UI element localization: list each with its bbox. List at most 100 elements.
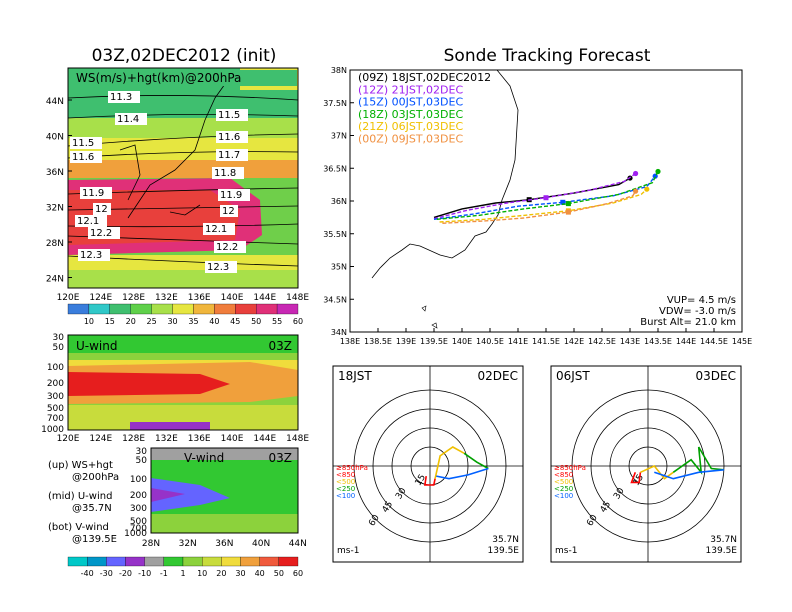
hodo-legend: <500 — [336, 478, 355, 486]
track-y-label: 37.5N — [323, 99, 347, 108]
wind-colorbar-swatch — [240, 556, 260, 567]
hodo-time: 06JST — [556, 369, 590, 383]
track-x-label: 142E — [564, 337, 584, 346]
contour-label-bg — [216, 149, 248, 161]
u-p-label: 300 — [47, 392, 64, 402]
ws-colorbar-label: 20 — [126, 317, 136, 326]
hodo-ring — [353, 389, 507, 543]
contour-label-bg — [70, 137, 102, 149]
hodo-units: ms-1 — [337, 546, 359, 556]
track-y-label: 36.5N — [323, 164, 347, 173]
ws-colorbar-label: 10 — [84, 317, 94, 326]
contour-label-bg — [70, 151, 102, 163]
contour-label: 12.1 — [205, 224, 227, 235]
contour-label: 12 — [95, 204, 108, 215]
contour-label-bg — [214, 241, 246, 253]
wind-colorbar-label: -20 — [119, 569, 132, 578]
track-legend-entry: (00Z) 09JST,03DEC — [358, 133, 463, 146]
contour-label: 12.2 — [216, 242, 238, 253]
track-annotation-line: Burst Alt= 21.0 km — [640, 317, 736, 328]
wind-colorbar-label: 60 — [293, 569, 303, 578]
ws-colorbar-label: 55 — [272, 317, 282, 326]
v-lat-label: 32N — [179, 539, 197, 549]
track-series — [433, 168, 661, 224]
u-frame — [67, 334, 299, 431]
note-line: (bot) V-wind — [48, 522, 109, 533]
hodo-legend: <850 — [554, 471, 573, 479]
contour-label: 11.7 — [218, 150, 240, 161]
ws-colorbar-swatch — [88, 303, 110, 315]
u-p-label: 100 — [47, 363, 64, 373]
v-band-low — [151, 514, 298, 533]
hodo-legend: ≥850hPa — [336, 464, 368, 472]
u-band-top — [68, 335, 298, 353]
contour-label: 12.3 — [207, 262, 229, 273]
contour-label: 11.5 — [218, 110, 240, 121]
hodo-segment — [423, 475, 436, 486]
hodo-lon: 139.5E — [488, 546, 520, 556]
hodo-date: 02DEC — [478, 369, 518, 383]
panel-notes: (up) WS+hgt@200hPa (mid) U-wind@35.7N (bot… — [48, 460, 119, 545]
u-lon-label: 124E — [89, 434, 112, 444]
track-y-label: 36N — [331, 197, 347, 206]
v-band-neg — [151, 478, 230, 512]
note-line: (up) WS+hgt — [48, 460, 113, 471]
track-legend-entry: (12Z) 21JST,02DEC — [358, 83, 463, 96]
hodo-legend: ≥850hPa — [554, 464, 586, 472]
contour-label-bg — [216, 131, 248, 143]
track-legend-entry: (09Z) 18JST,02DEC2012 — [358, 71, 491, 84]
wind-colorbar-label: 40 — [255, 569, 265, 578]
contour-label-bg — [88, 227, 120, 239]
track-y-label: 35.5N — [323, 230, 347, 239]
u-label: U-wind — [76, 339, 117, 353]
track-x-label: 144.5E — [700, 337, 728, 346]
hodo-legend: <500 — [554, 478, 573, 486]
contour-label: 11.8 — [214, 168, 236, 179]
hodo-segment — [672, 446, 725, 475]
ws-colorbar-label: 50 — [251, 317, 261, 326]
ws-colorbar-swatch — [276, 303, 299, 315]
wind-colorbar-swatch — [87, 556, 107, 567]
contour-label-bg — [205, 261, 237, 273]
contour-label: 11.5 — [72, 138, 94, 149]
hodo-legend: <100 — [336, 492, 355, 500]
track-y-label: 34N — [331, 328, 347, 337]
v-lat-label: 44N — [289, 539, 307, 549]
track-x-label: 143E — [620, 337, 640, 346]
track-x-label: 141E — [508, 337, 528, 346]
left-title: 03Z,02DEC2012 (init) — [92, 46, 277, 66]
wind-colorbar-swatch — [144, 556, 164, 567]
v-p-label: 30 — [136, 447, 148, 457]
track-marker — [560, 199, 566, 205]
v-time: 03Z — [269, 451, 293, 465]
contour-label: 11.4 — [117, 114, 139, 125]
v-lat-label: 40N — [252, 539, 270, 549]
track-y-label: 35N — [331, 263, 347, 272]
track-y-label: 38N — [331, 66, 347, 75]
wind-colorbar-swatch — [125, 556, 145, 567]
contour-label: 12 — [222, 206, 235, 217]
hodo-ring — [609, 427, 687, 505]
ws-label: WS(m/s)+hgt(km)@200hPa — [76, 71, 241, 85]
track-x-label: 143.5E — [644, 337, 672, 346]
v-band-core — [151, 488, 185, 502]
hodo-lat: 35.7N — [492, 535, 519, 545]
hodo-legend: <100 — [554, 492, 573, 500]
hodo-legend: <850 — [336, 471, 355, 479]
wind-colorbar-label: 50 — [274, 569, 284, 578]
ws-colorbar-swatch — [67, 303, 90, 315]
wind-colorbar-label: 10 — [197, 569, 207, 578]
ws-panel: WS(m/s)+hgt(km)@200hPa 44N 40N 36N 32N 28N 24… — [46, 67, 309, 326]
track-x-ticks: 138E 138.5E 139E 139.5E 140E 140.5E 141E 141.5E… — [340, 328, 752, 346]
hodo-legend: <250 — [336, 485, 355, 493]
wind-colorbar-label: -10 — [138, 569, 151, 578]
hodo-frame — [332, 365, 524, 563]
hodo-lat: 35.7N — [710, 535, 737, 545]
track-annotation-line: VUP= 4.5 m/s — [667, 295, 736, 306]
u-band-neg — [130, 422, 210, 430]
v-p-label: 50 — [136, 456, 148, 466]
japan-coast-ws — [119, 83, 226, 219]
ws-contour-labels: 11.311.411.511.611.91212.112.212.311.511… — [70, 91, 250, 273]
